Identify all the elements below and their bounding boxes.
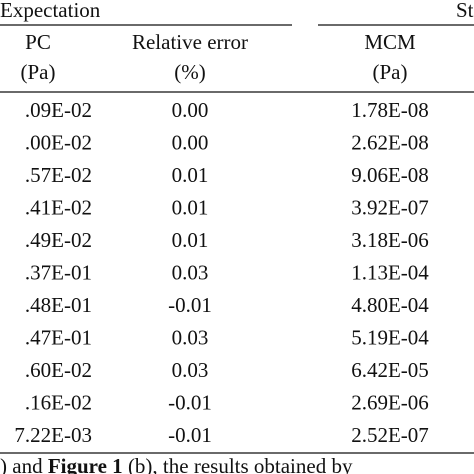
column-header: PC bbox=[25, 30, 51, 54]
table-cell: 9.06E-08 bbox=[351, 163, 429, 187]
table-cell: .60E-02 bbox=[25, 358, 92, 382]
table-cell: .41E-02 bbox=[25, 195, 92, 219]
footer-part: ) and bbox=[0, 454, 43, 474]
table-cell: 3.92E-07 bbox=[351, 195, 429, 219]
table-cell: 0.01 bbox=[172, 195, 209, 219]
table-cell: 3.18E-06 bbox=[351, 228, 429, 252]
table-cell: 0.00 bbox=[172, 130, 209, 154]
table-cell: 0.03 bbox=[172, 260, 209, 284]
table-cell: .16E-02 bbox=[25, 390, 92, 414]
table-cell: .48E-01 bbox=[25, 293, 92, 317]
table-cell: .49E-02 bbox=[25, 228, 92, 252]
table-cell: 5.19E-04 bbox=[351, 325, 429, 349]
column-unit: (%) bbox=[174, 60, 205, 84]
table-cell: 2.69E-06 bbox=[351, 390, 429, 414]
table-cell: 1.13E-04 bbox=[351, 260, 429, 284]
table-cell: 7.22E-03 bbox=[14, 423, 92, 447]
column-unit: (Pa) bbox=[373, 60, 408, 84]
table-cell: 0.03 bbox=[172, 358, 209, 382]
footer-text: ) and Figure 1 (b), the results obtained… bbox=[0, 454, 353, 474]
table-cell: 0.03 bbox=[172, 325, 209, 349]
column-header: Relative error bbox=[132, 30, 248, 54]
table-cell: -0.01 bbox=[168, 293, 212, 317]
table-cell: .09E-02 bbox=[25, 98, 92, 122]
table-cell: .47E-01 bbox=[25, 325, 92, 349]
table-cell: .57E-02 bbox=[25, 163, 92, 187]
table-cell: 1.78E-08 bbox=[351, 98, 429, 122]
table-cell: 2.62E-08 bbox=[351, 130, 429, 154]
table-cell: .37E-01 bbox=[25, 260, 92, 284]
footer-figure-ref: Figure 1 bbox=[48, 454, 123, 474]
table-cell: 0.01 bbox=[172, 163, 209, 187]
table-cell: 0.00 bbox=[172, 98, 209, 122]
group-header: St bbox=[456, 0, 474, 22]
table-cell: 6.42E-05 bbox=[351, 358, 429, 382]
table-cell: 4.80E-04 bbox=[351, 293, 429, 317]
table-cell: 0.01 bbox=[172, 228, 209, 252]
column-unit: (Pa) bbox=[21, 60, 56, 84]
group-header: Expectation bbox=[0, 0, 101, 22]
table-cell: 2.52E-07 bbox=[351, 423, 429, 447]
table-cell: -0.01 bbox=[168, 390, 212, 414]
column-header: MCM bbox=[364, 30, 416, 54]
footer-part: (b), the results obtained by bbox=[128, 454, 353, 474]
table-cell: .00E-02 bbox=[25, 130, 92, 154]
table-cell: -0.01 bbox=[168, 423, 212, 447]
